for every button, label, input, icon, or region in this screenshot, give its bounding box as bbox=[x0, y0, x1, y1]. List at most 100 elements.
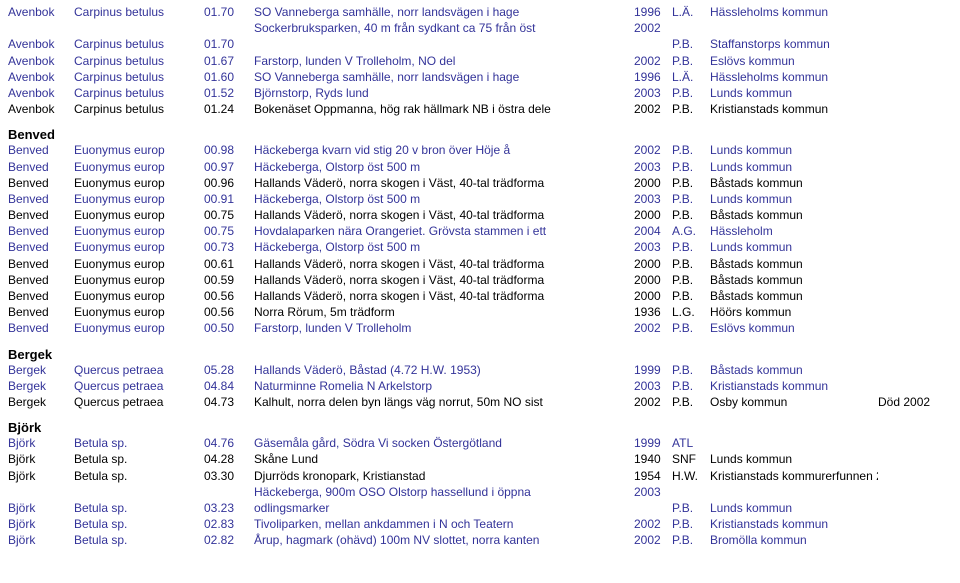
table-row: BenvedEuonymus europ00.75Hovdalaparken n… bbox=[8, 223, 952, 239]
year: 1999 bbox=[634, 362, 672, 378]
size-value: 04.84 bbox=[204, 378, 254, 394]
table-row: BenvedEuonymus europ00.96Hallands Väderö… bbox=[8, 175, 952, 191]
municipality: Lunds kommun bbox=[710, 451, 878, 467]
size-value: 02.82 bbox=[204, 532, 254, 548]
year: 2002 bbox=[634, 53, 672, 69]
table-row: BenvedEuonymus europ00.98Häckeberga kvar… bbox=[8, 142, 952, 158]
species-name: Betula sp. bbox=[74, 468, 204, 484]
municipality: Båstads kommun bbox=[710, 175, 878, 191]
municipality: Hässleholm bbox=[710, 223, 878, 239]
species-name: Carpinus betulus bbox=[74, 53, 204, 69]
species-name: Euonymus europ bbox=[74, 288, 204, 304]
municipality: Osby kommun bbox=[710, 394, 878, 410]
common-name: Avenbok bbox=[8, 4, 74, 20]
common-name: Benved bbox=[8, 320, 74, 336]
common-name: Björk bbox=[8, 516, 74, 532]
municipality: Kristianstads kommun bbox=[710, 378, 878, 394]
location-desc: Häckeberga, 900m OSO Olstorp hassellund … bbox=[254, 484, 634, 500]
table-row: AvenbokCarpinus betulus01.52Björnstorp, … bbox=[8, 85, 952, 101]
municipality: Båstads kommun bbox=[710, 288, 878, 304]
municipality: Kristianstads kommurerfunnen 2002 bbox=[710, 468, 878, 484]
observer-abbr: L.Ä. bbox=[672, 69, 710, 85]
table-row: AvenbokCarpinus betulus01.24Bokenäset Op… bbox=[8, 101, 952, 117]
municipality: Staffanstorps kommun bbox=[710, 36, 878, 52]
year: 2002 bbox=[634, 142, 672, 158]
common-name: Benved bbox=[8, 223, 74, 239]
table-row: BenvedEuonymus europ00.73Häckeberga, Ols… bbox=[8, 239, 952, 255]
observer-abbr: P.B. bbox=[672, 36, 710, 52]
observer-abbr: P.B. bbox=[672, 272, 710, 288]
common-name: Björk bbox=[8, 532, 74, 548]
observer-abbr: P.B. bbox=[672, 191, 710, 207]
year: 1940 bbox=[634, 451, 672, 467]
table-row: Sockerbruksparken, 40 m från sydkant ca … bbox=[8, 20, 952, 36]
location-desc: Hallands Väderö, norra skogen i Väst, 40… bbox=[254, 256, 634, 272]
location-desc: SO Vanneberga samhälle, norr landsvägen … bbox=[254, 4, 634, 20]
municipality: Hässleholms kommun bbox=[710, 69, 878, 85]
common-name: Björk bbox=[8, 468, 74, 484]
common-name: Avenbok bbox=[8, 69, 74, 85]
observer-abbr: P.B. bbox=[672, 175, 710, 191]
year: 2002 bbox=[634, 320, 672, 336]
species-name: Euonymus europ bbox=[74, 175, 204, 191]
table-row: BjörkBetula sp.02.83Tivoliparken, mellan… bbox=[8, 516, 952, 532]
size-value: 00.50 bbox=[204, 320, 254, 336]
size-value: 00.97 bbox=[204, 159, 254, 175]
common-name: Björk bbox=[8, 451, 74, 467]
common-name: Benved bbox=[8, 159, 74, 175]
size-value: 00.56 bbox=[204, 288, 254, 304]
size-value: 01.70 bbox=[204, 36, 254, 52]
location-desc: Häckeberga kvarn vid stig 20 v bron över… bbox=[254, 142, 634, 158]
species-name: Euonymus europ bbox=[74, 223, 204, 239]
location-desc: Hallands Väderö, norra skogen i Väst, 40… bbox=[254, 272, 634, 288]
species-name: Carpinus betulus bbox=[74, 4, 204, 20]
size-value: 02.83 bbox=[204, 516, 254, 532]
size-value: 00.96 bbox=[204, 175, 254, 191]
common-name: Bergek bbox=[8, 362, 74, 378]
common-name: Bergek bbox=[8, 394, 74, 410]
year: 2004 bbox=[634, 223, 672, 239]
year: 2003 bbox=[634, 191, 672, 207]
year: 1936 bbox=[634, 304, 672, 320]
observer-abbr: P.B. bbox=[672, 362, 710, 378]
year: 2003 bbox=[634, 239, 672, 255]
municipality: Lunds kommun bbox=[710, 159, 878, 175]
location-desc: Norra Rörum, 5m trädform bbox=[254, 304, 634, 320]
section-heading: Benved bbox=[8, 127, 952, 142]
common-name: Benved bbox=[8, 207, 74, 223]
year: 2002 bbox=[634, 532, 672, 548]
table-row: AvenbokCarpinus betulus01.67Farstorp, lu… bbox=[8, 53, 952, 69]
common-name: Bergek bbox=[8, 378, 74, 394]
year: 1996 bbox=[634, 69, 672, 85]
species-name: Carpinus betulus bbox=[74, 85, 204, 101]
table-row: BjörkBetula sp.02.82Årup, hagmark (ohävd… bbox=[8, 532, 952, 548]
species-name: Carpinus betulus bbox=[74, 36, 204, 52]
common-name: Benved bbox=[8, 288, 74, 304]
species-name: Euonymus europ bbox=[74, 159, 204, 175]
location-desc: Hallands Väderö, norra skogen i Väst, 40… bbox=[254, 288, 634, 304]
size-value: 03.30 bbox=[204, 468, 254, 484]
location-desc: Farstorp, lunden V Trolleholm, NO del bbox=[254, 53, 634, 69]
location-desc: Hallands Väderö, Båstad (4.72 H.W. 1953) bbox=[254, 362, 634, 378]
section-heading: Bergek bbox=[8, 347, 952, 362]
size-value: 00.56 bbox=[204, 304, 254, 320]
table-row: BenvedEuonymus europ00.59Hallands Väderö… bbox=[8, 272, 952, 288]
common-name: Avenbok bbox=[8, 53, 74, 69]
location-desc: Häckeberga, Olstorp öst 500 m bbox=[254, 239, 634, 255]
size-value: 00.91 bbox=[204, 191, 254, 207]
species-name: Euonymus europ bbox=[74, 207, 204, 223]
municipality: Båstads kommun bbox=[710, 207, 878, 223]
species-name: Quercus petraea bbox=[74, 378, 204, 394]
municipality: Lunds kommun bbox=[710, 191, 878, 207]
table-row: BenvedEuonymus europ00.56Norra Rörum, 5m… bbox=[8, 304, 952, 320]
location-desc: Farstorp, lunden V Trolleholm bbox=[254, 320, 634, 336]
observer-abbr: P.B. bbox=[672, 378, 710, 394]
observer-abbr: P.B. bbox=[672, 516, 710, 532]
common-name: Benved bbox=[8, 142, 74, 158]
location-desc: Sockerbruksparken, 40 m från sydkant ca … bbox=[254, 20, 634, 36]
size-value: 01.60 bbox=[204, 69, 254, 85]
year: 2002 bbox=[634, 101, 672, 117]
location-desc: Häckeberga, Olstorp öst 500 m bbox=[254, 159, 634, 175]
size-value: 00.75 bbox=[204, 207, 254, 223]
observer-abbr: P.B. bbox=[672, 142, 710, 158]
